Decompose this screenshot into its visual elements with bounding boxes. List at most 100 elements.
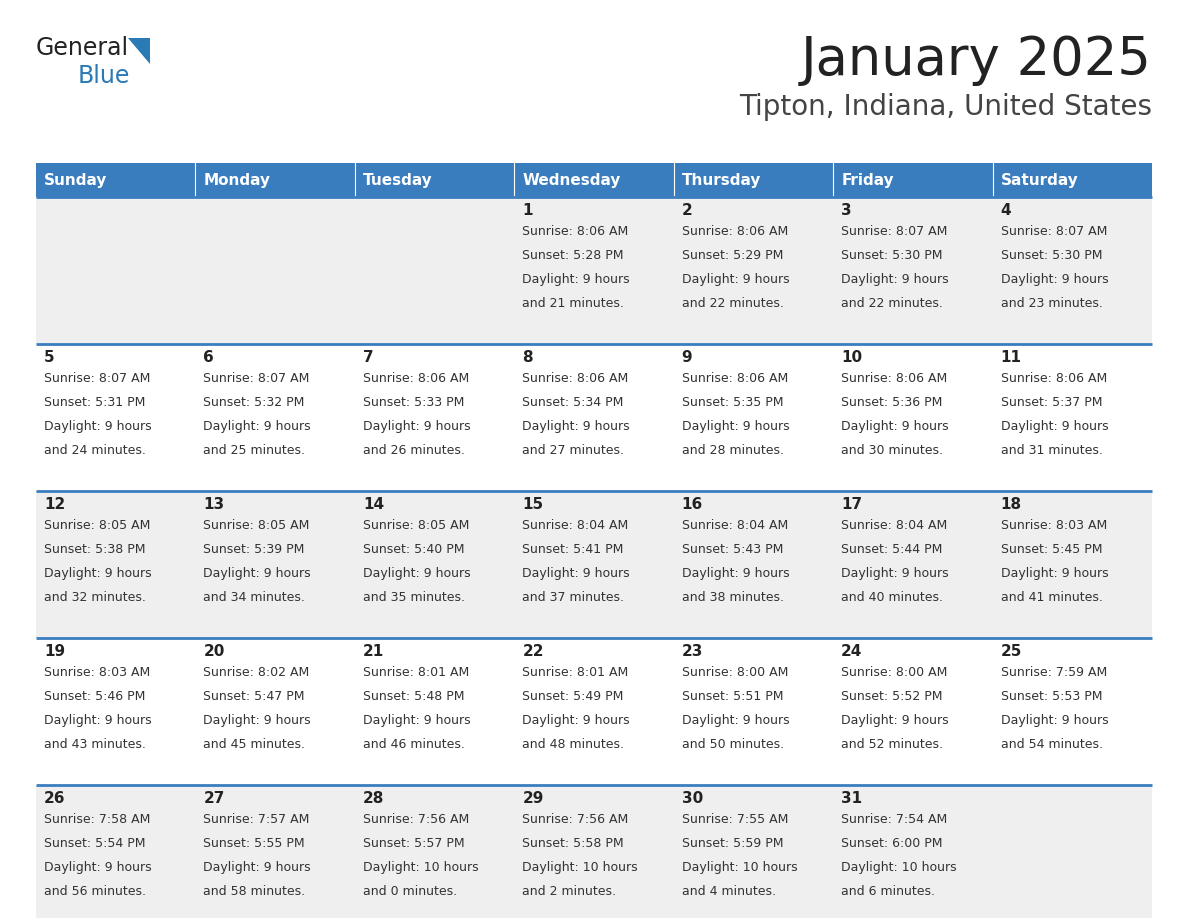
Text: Thursday: Thursday xyxy=(682,173,762,187)
Text: Friday: Friday xyxy=(841,173,893,187)
Text: and 58 minutes.: and 58 minutes. xyxy=(203,885,305,898)
Text: Sunset: 5:35 PM: Sunset: 5:35 PM xyxy=(682,396,783,409)
Text: 8: 8 xyxy=(523,350,533,365)
Text: Daylight: 10 hours: Daylight: 10 hours xyxy=(841,861,956,874)
Text: Daylight: 9 hours: Daylight: 9 hours xyxy=(203,714,311,727)
Bar xyxy=(833,638,992,785)
Text: and 0 minutes.: and 0 minutes. xyxy=(362,885,457,898)
Text: and 6 minutes.: and 6 minutes. xyxy=(841,885,935,898)
Bar xyxy=(992,197,1152,344)
Text: General: General xyxy=(36,36,129,60)
Text: Daylight: 10 hours: Daylight: 10 hours xyxy=(362,861,479,874)
Text: Sunrise: 8:02 AM: Sunrise: 8:02 AM xyxy=(203,666,310,679)
Text: Sunset: 5:32 PM: Sunset: 5:32 PM xyxy=(203,396,305,409)
Bar xyxy=(355,638,514,785)
Text: 4: 4 xyxy=(1000,203,1011,218)
Bar xyxy=(674,638,833,785)
Text: 5: 5 xyxy=(44,350,55,365)
Bar xyxy=(992,785,1152,918)
Text: 23: 23 xyxy=(682,644,703,659)
Text: Sunrise: 8:03 AM: Sunrise: 8:03 AM xyxy=(1000,519,1107,532)
Text: Daylight: 9 hours: Daylight: 9 hours xyxy=(44,420,152,433)
Text: Sunset: 5:53 PM: Sunset: 5:53 PM xyxy=(1000,690,1102,703)
Text: Sunrise: 8:07 AM: Sunrise: 8:07 AM xyxy=(841,225,948,238)
Text: Sunset: 5:29 PM: Sunset: 5:29 PM xyxy=(682,249,783,262)
Text: Sunset: 5:30 PM: Sunset: 5:30 PM xyxy=(841,249,942,262)
Text: and 26 minutes.: and 26 minutes. xyxy=(362,444,465,457)
Text: Daylight: 9 hours: Daylight: 9 hours xyxy=(523,273,630,286)
Bar xyxy=(355,785,514,918)
Text: Sunrise: 8:01 AM: Sunrise: 8:01 AM xyxy=(523,666,628,679)
Text: Sunset: 6:00 PM: Sunset: 6:00 PM xyxy=(841,837,942,850)
Text: and 45 minutes.: and 45 minutes. xyxy=(203,738,305,751)
Text: 27: 27 xyxy=(203,791,225,806)
Text: January 2025: January 2025 xyxy=(801,34,1152,86)
Polygon shape xyxy=(128,38,150,64)
Text: Wednesday: Wednesday xyxy=(523,173,620,187)
Text: Sunset: 5:45 PM: Sunset: 5:45 PM xyxy=(1000,543,1102,556)
Bar xyxy=(674,197,833,344)
Text: Sunset: 5:40 PM: Sunset: 5:40 PM xyxy=(362,543,465,556)
Text: Daylight: 9 hours: Daylight: 9 hours xyxy=(841,714,949,727)
Text: and 56 minutes.: and 56 minutes. xyxy=(44,885,146,898)
Text: Sunset: 5:36 PM: Sunset: 5:36 PM xyxy=(841,396,942,409)
Text: and 22 minutes.: and 22 minutes. xyxy=(682,297,784,310)
Text: Daylight: 9 hours: Daylight: 9 hours xyxy=(841,420,949,433)
Text: Sunset: 5:43 PM: Sunset: 5:43 PM xyxy=(682,543,783,556)
Text: Daylight: 9 hours: Daylight: 9 hours xyxy=(203,567,311,580)
Text: Monday: Monday xyxy=(203,173,271,187)
Text: and 46 minutes.: and 46 minutes. xyxy=(362,738,465,751)
Text: and 41 minutes.: and 41 minutes. xyxy=(1000,591,1102,604)
Text: 28: 28 xyxy=(362,791,384,806)
Text: Sunset: 5:33 PM: Sunset: 5:33 PM xyxy=(362,396,465,409)
Text: Daylight: 9 hours: Daylight: 9 hours xyxy=(362,714,470,727)
Text: Sunrise: 8:06 AM: Sunrise: 8:06 AM xyxy=(523,225,628,238)
Text: and 24 minutes.: and 24 minutes. xyxy=(44,444,146,457)
Text: Sunrise: 8:07 AM: Sunrise: 8:07 AM xyxy=(1000,225,1107,238)
Text: Daylight: 9 hours: Daylight: 9 hours xyxy=(1000,273,1108,286)
Bar xyxy=(833,163,992,197)
Bar xyxy=(355,197,514,344)
Text: 3: 3 xyxy=(841,203,852,218)
Text: Sunrise: 7:59 AM: Sunrise: 7:59 AM xyxy=(1000,666,1107,679)
Text: Sunrise: 8:00 AM: Sunrise: 8:00 AM xyxy=(682,666,788,679)
Text: 9: 9 xyxy=(682,350,693,365)
Text: Sunrise: 8:06 AM: Sunrise: 8:06 AM xyxy=(682,372,788,385)
Text: Daylight: 9 hours: Daylight: 9 hours xyxy=(362,420,470,433)
Text: Sunrise: 8:06 AM: Sunrise: 8:06 AM xyxy=(362,372,469,385)
Text: and 31 minutes.: and 31 minutes. xyxy=(1000,444,1102,457)
Text: Sunrise: 8:06 AM: Sunrise: 8:06 AM xyxy=(523,372,628,385)
Text: Sunset: 5:31 PM: Sunset: 5:31 PM xyxy=(44,396,145,409)
Text: Sunrise: 8:05 AM: Sunrise: 8:05 AM xyxy=(362,519,469,532)
Text: and 54 minutes.: and 54 minutes. xyxy=(1000,738,1102,751)
Bar xyxy=(36,785,196,918)
Text: and 27 minutes.: and 27 minutes. xyxy=(523,444,624,457)
Text: Sunrise: 8:03 AM: Sunrise: 8:03 AM xyxy=(44,666,150,679)
Bar xyxy=(355,344,514,491)
Text: Tipton, Indiana, United States: Tipton, Indiana, United States xyxy=(739,93,1152,121)
Text: Sunday: Sunday xyxy=(44,173,107,187)
Text: Daylight: 9 hours: Daylight: 9 hours xyxy=(203,861,311,874)
Text: 14: 14 xyxy=(362,497,384,512)
Text: and 38 minutes.: and 38 minutes. xyxy=(682,591,784,604)
Bar xyxy=(355,163,514,197)
Text: Daylight: 9 hours: Daylight: 9 hours xyxy=(523,714,630,727)
Bar xyxy=(992,638,1152,785)
Text: and 22 minutes.: and 22 minutes. xyxy=(841,297,943,310)
Text: 22: 22 xyxy=(523,644,544,659)
Text: Daylight: 10 hours: Daylight: 10 hours xyxy=(523,861,638,874)
Text: and 28 minutes.: and 28 minutes. xyxy=(682,444,784,457)
Text: Sunset: 5:58 PM: Sunset: 5:58 PM xyxy=(523,837,624,850)
Text: Sunrise: 8:04 AM: Sunrise: 8:04 AM xyxy=(841,519,947,532)
Text: Sunrise: 8:04 AM: Sunrise: 8:04 AM xyxy=(523,519,628,532)
Text: and 21 minutes.: and 21 minutes. xyxy=(523,297,624,310)
Text: Daylight: 9 hours: Daylight: 9 hours xyxy=(682,420,789,433)
Bar xyxy=(833,491,992,638)
Text: Sunrise: 8:01 AM: Sunrise: 8:01 AM xyxy=(362,666,469,679)
Text: Blue: Blue xyxy=(78,64,131,88)
Text: Daylight: 9 hours: Daylight: 9 hours xyxy=(1000,567,1108,580)
Bar xyxy=(196,491,355,638)
Text: Daylight: 9 hours: Daylight: 9 hours xyxy=(523,420,630,433)
Text: 30: 30 xyxy=(682,791,703,806)
Bar xyxy=(514,785,674,918)
